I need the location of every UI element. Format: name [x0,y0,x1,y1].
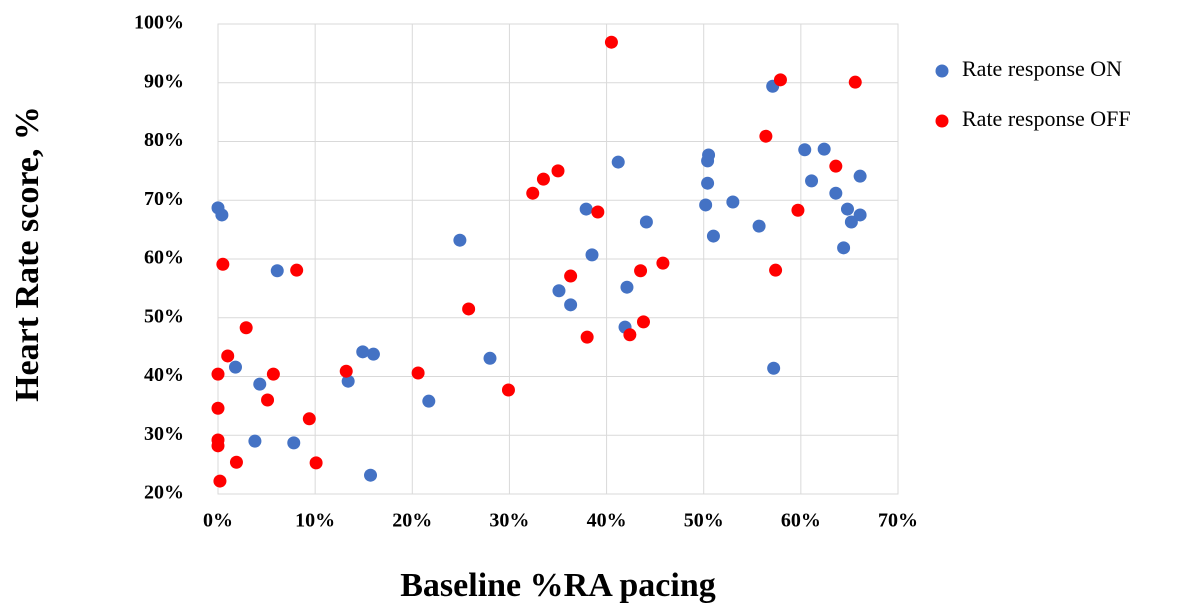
point [634,264,648,278]
point [829,159,843,173]
point [364,468,378,482]
point [848,75,862,89]
x-tick-label: 10% [295,510,335,532]
point [221,349,235,363]
point [290,263,304,277]
y-tick-label: 50% [144,305,184,327]
point [791,203,805,217]
point [769,263,783,277]
point [837,241,851,255]
y-tick-label: 40% [144,364,184,386]
x-tick-label: 40% [587,510,627,532]
y-tick-label: 80% [144,129,184,151]
point [462,302,476,316]
point [805,174,819,188]
point [798,143,812,157]
point [213,474,227,488]
x-tick-label: 50% [684,510,724,532]
point [752,219,766,233]
x-tick-label: 20% [392,510,432,532]
point [536,172,550,186]
point [840,202,854,216]
point [309,456,323,470]
point [228,360,242,374]
point [639,215,653,229]
point [341,374,355,388]
point [580,330,594,344]
point [215,208,229,222]
point [366,347,380,361]
y-tick-label: 90% [144,70,184,92]
point [229,455,243,469]
y-tick-label: 20% [144,482,184,504]
legend-label: Rate response ON [962,56,1122,81]
point [726,195,740,209]
point [270,264,284,278]
point [579,202,593,216]
point [853,208,867,222]
point [611,155,625,169]
y-tick-label: 70% [144,188,184,210]
x-axis-title: Baseline %RA pacing [400,567,715,604]
point [702,148,716,162]
point [551,164,565,178]
point [767,361,781,375]
point [211,439,225,453]
point [623,328,637,342]
point [261,393,275,407]
point [699,198,713,212]
point [339,364,353,378]
point [526,186,540,200]
x-tick-label: 0% [203,510,233,532]
point [620,280,634,294]
point [211,401,225,415]
point [483,351,497,365]
x-tick-label: 70% [878,510,918,532]
point [552,284,566,298]
point [239,321,253,335]
point [248,434,262,448]
point [817,142,831,156]
y-tick-label: 30% [144,423,184,445]
x-tick-label: 30% [489,510,529,532]
point [604,35,618,49]
point [701,176,715,190]
legend-marker [935,114,949,128]
point [585,248,599,262]
point [501,383,515,397]
point [453,233,467,247]
point [422,394,436,408]
point [759,129,773,143]
point [411,366,425,380]
point [656,256,670,270]
point [287,436,301,450]
point [211,367,225,381]
point [266,367,280,381]
legend-marker [935,64,949,78]
point [253,377,267,391]
point [216,257,230,271]
point [564,298,578,312]
point [853,169,867,183]
y-axis-title: Heart Rate score, % [9,106,46,402]
point [564,269,578,283]
y-tick-label: 100% [134,12,184,34]
point [302,412,316,426]
y-tick-label: 60% [144,247,184,269]
point [773,73,787,87]
point [829,186,843,200]
point [636,315,650,329]
point [706,229,720,243]
point [844,215,858,229]
legend-label: Rate response OFF [962,106,1131,131]
point [591,205,605,219]
x-tick-label: 60% [781,510,821,532]
point [356,345,370,359]
